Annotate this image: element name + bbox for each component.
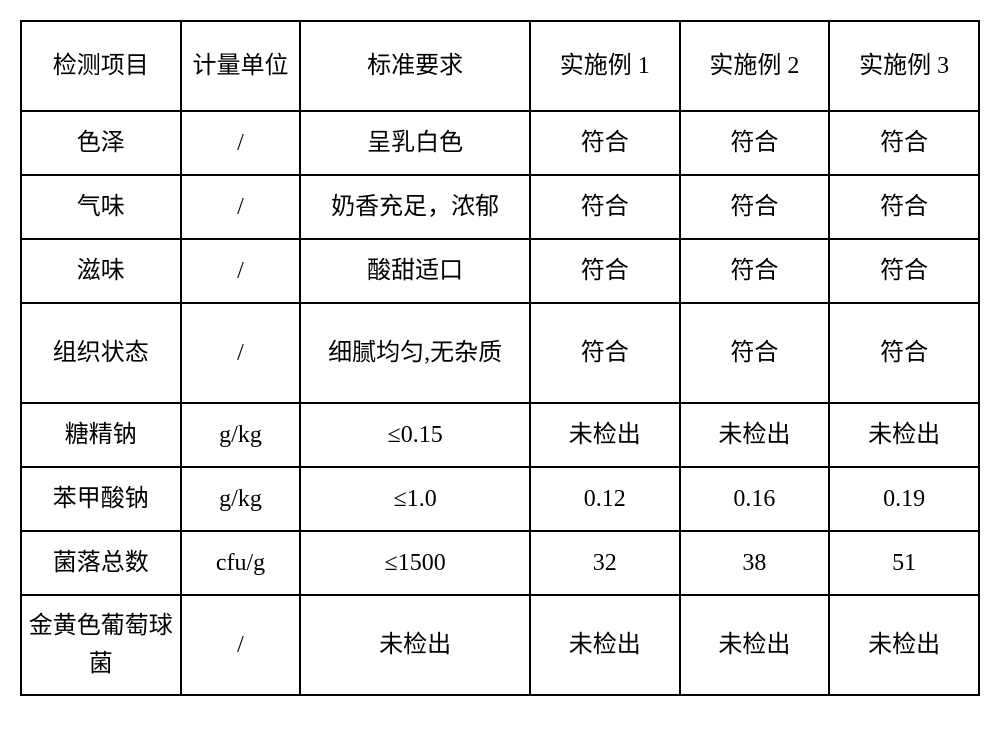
table-cell: /: [181, 303, 301, 403]
table-cell: 38: [680, 531, 830, 595]
table-cell: 未检出: [530, 595, 680, 695]
table-cell: /: [181, 175, 301, 239]
table-cell: 未检出: [530, 403, 680, 467]
table-row: 色泽 / 呈乳白色 符合 符合 符合: [21, 111, 979, 175]
header-cell: 计量单位: [181, 21, 301, 111]
table-cell: 气味: [21, 175, 181, 239]
header-cell: 实施例 2: [680, 21, 830, 111]
table-cell: 呈乳白色: [300, 111, 530, 175]
header-cell: 实施例 1: [530, 21, 680, 111]
table-header-row: 检测项目 计量单位 标准要求 实施例 1 实施例 2 实施例 3: [21, 21, 979, 111]
table-row: 滋味 / 酸甜适口 符合 符合 符合: [21, 239, 979, 303]
table-cell: 符合: [680, 239, 830, 303]
table-cell: 糖精钠: [21, 403, 181, 467]
table-row: 组织状态 / 细腻均匀,无杂质 符合 符合 符合: [21, 303, 979, 403]
table-cell: 符合: [530, 111, 680, 175]
table-cell: 奶香充足，浓郁: [300, 175, 530, 239]
table-cell: 符合: [829, 239, 979, 303]
table-cell: 32: [530, 531, 680, 595]
table-cell: 符合: [829, 175, 979, 239]
table-cell: 符合: [530, 175, 680, 239]
table-row: 糖精钠 g/kg ≤0.15 未检出 未检出 未检出: [21, 403, 979, 467]
header-cell: 实施例 3: [829, 21, 979, 111]
table-cell: 51: [829, 531, 979, 595]
table-row: 苯甲酸钠 g/kg ≤1.0 0.12 0.16 0.19: [21, 467, 979, 531]
table-row: 金黄色葡萄球菌 / 未检出 未检出 未检出 未检出: [21, 595, 979, 695]
table-cell: 符合: [530, 239, 680, 303]
table-cell: ≤1500: [300, 531, 530, 595]
table-cell: 0.19: [829, 467, 979, 531]
table-cell: 符合: [680, 111, 830, 175]
header-cell: 检测项目: [21, 21, 181, 111]
table-cell: 未检出: [680, 403, 830, 467]
table-cell: 0.12: [530, 467, 680, 531]
table-cell: /: [181, 239, 301, 303]
test-results-table: 检测项目 计量单位 标准要求 实施例 1 实施例 2 实施例 3 色泽 / 呈乳…: [20, 20, 980, 696]
table-cell: cfu/g: [181, 531, 301, 595]
table-cell: g/kg: [181, 403, 301, 467]
table-cell: /: [181, 595, 301, 695]
table-cell: 符合: [829, 111, 979, 175]
table-cell: 滋味: [21, 239, 181, 303]
table-cell: 金黄色葡萄球菌: [21, 595, 181, 695]
table-cell: 未检出: [300, 595, 530, 695]
table-cell: 色泽: [21, 111, 181, 175]
table-cell: 组织状态: [21, 303, 181, 403]
table-cell: 细腻均匀,无杂质: [300, 303, 530, 403]
table-cell: ≤0.15: [300, 403, 530, 467]
table-row: 菌落总数 cfu/g ≤1500 32 38 51: [21, 531, 979, 595]
table-cell: 符合: [829, 303, 979, 403]
table-cell: 菌落总数: [21, 531, 181, 595]
table-cell: 符合: [680, 303, 830, 403]
header-cell: 标准要求: [300, 21, 530, 111]
table-cell: 酸甜适口: [300, 239, 530, 303]
table-cell: 符合: [680, 175, 830, 239]
table-row: 气味 / 奶香充足，浓郁 符合 符合 符合: [21, 175, 979, 239]
table-cell: 未检出: [680, 595, 830, 695]
table-cell: 0.16: [680, 467, 830, 531]
table-cell: ≤1.0: [300, 467, 530, 531]
table-cell: 未检出: [829, 595, 979, 695]
table-cell: 苯甲酸钠: [21, 467, 181, 531]
table-cell: g/kg: [181, 467, 301, 531]
table-cell: 符合: [530, 303, 680, 403]
table-cell: /: [181, 111, 301, 175]
table-cell: 未检出: [829, 403, 979, 467]
